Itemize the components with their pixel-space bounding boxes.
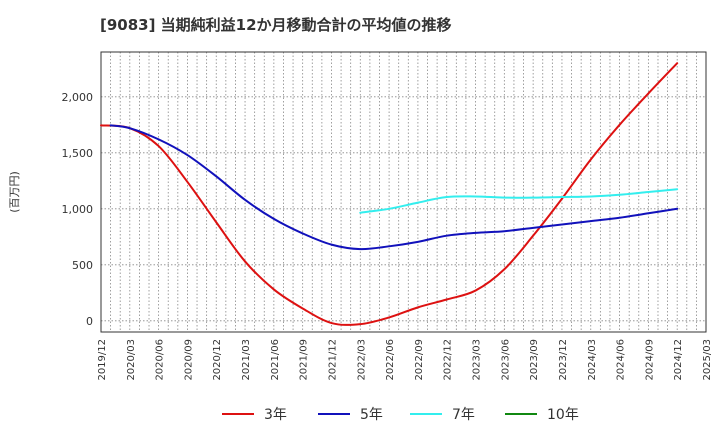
x-tick-label: 2022/06 — [385, 339, 396, 381]
x-tick-label: 2022/03 — [356, 339, 367, 381]
y-axis-label: (百万円) — [8, 171, 21, 213]
y-tick-label: 1,000 — [62, 203, 94, 216]
legend-label-0: 3年 — [264, 407, 287, 423]
legend-label-2: 7年 — [452, 407, 475, 423]
grid-lines — [100, 52, 707, 332]
series-line-1 — [109, 124, 679, 251]
x-tick-label: 2024/06 — [616, 339, 627, 381]
legend: 3年 5年 7年 10年 — [222, 407, 579, 423]
y-tick-label: 0 — [86, 315, 93, 328]
plot-border — [100, 51, 707, 333]
x-tick-label: 2023/09 — [529, 339, 540, 381]
x-tick-label: 2022/12 — [443, 339, 454, 381]
x-tick-label: 2024/03 — [587, 339, 598, 381]
x-tick-label: 2023/06 — [500, 339, 511, 381]
y-tick-label: 2,000 — [62, 91, 94, 104]
legend-label-1: 5年 — [360, 407, 383, 423]
x-tick-label: 2021/06 — [270, 339, 281, 381]
series-line-2 — [359, 188, 679, 214]
chart-title: [9083] 当期純利益12か月移動合計の平均値の推移 — [100, 16, 452, 34]
x-tick-label: 2019/12 — [97, 339, 108, 381]
x-tick-label: 2020/09 — [183, 339, 194, 381]
y-tick-label: 500 — [72, 259, 93, 272]
legend-label-3: 10年 — [547, 407, 579, 423]
x-tick-label: 2020/03 — [126, 339, 137, 381]
x-tick-label: 2023/03 — [472, 339, 483, 381]
series-line-0 — [100, 62, 679, 326]
y-tick-label: 1,500 — [62, 147, 94, 160]
x-tick-label: 2021/09 — [299, 339, 310, 381]
x-tick-label: 2024/12 — [673, 339, 684, 381]
x-tick-label: 2022/09 — [414, 339, 425, 381]
x-tick-label: 2021/03 — [241, 339, 252, 381]
x-tick-label: 2023/12 — [558, 339, 569, 381]
x-tick-label: 2025/03 — [702, 339, 713, 381]
x-tick-label: 2020/12 — [212, 339, 223, 381]
x-tick-label: 2020/06 — [155, 339, 166, 381]
x-tick-label: 2024/09 — [644, 339, 655, 381]
plot-area — [101, 52, 706, 332]
x-tick-label: 2021/12 — [327, 339, 338, 381]
